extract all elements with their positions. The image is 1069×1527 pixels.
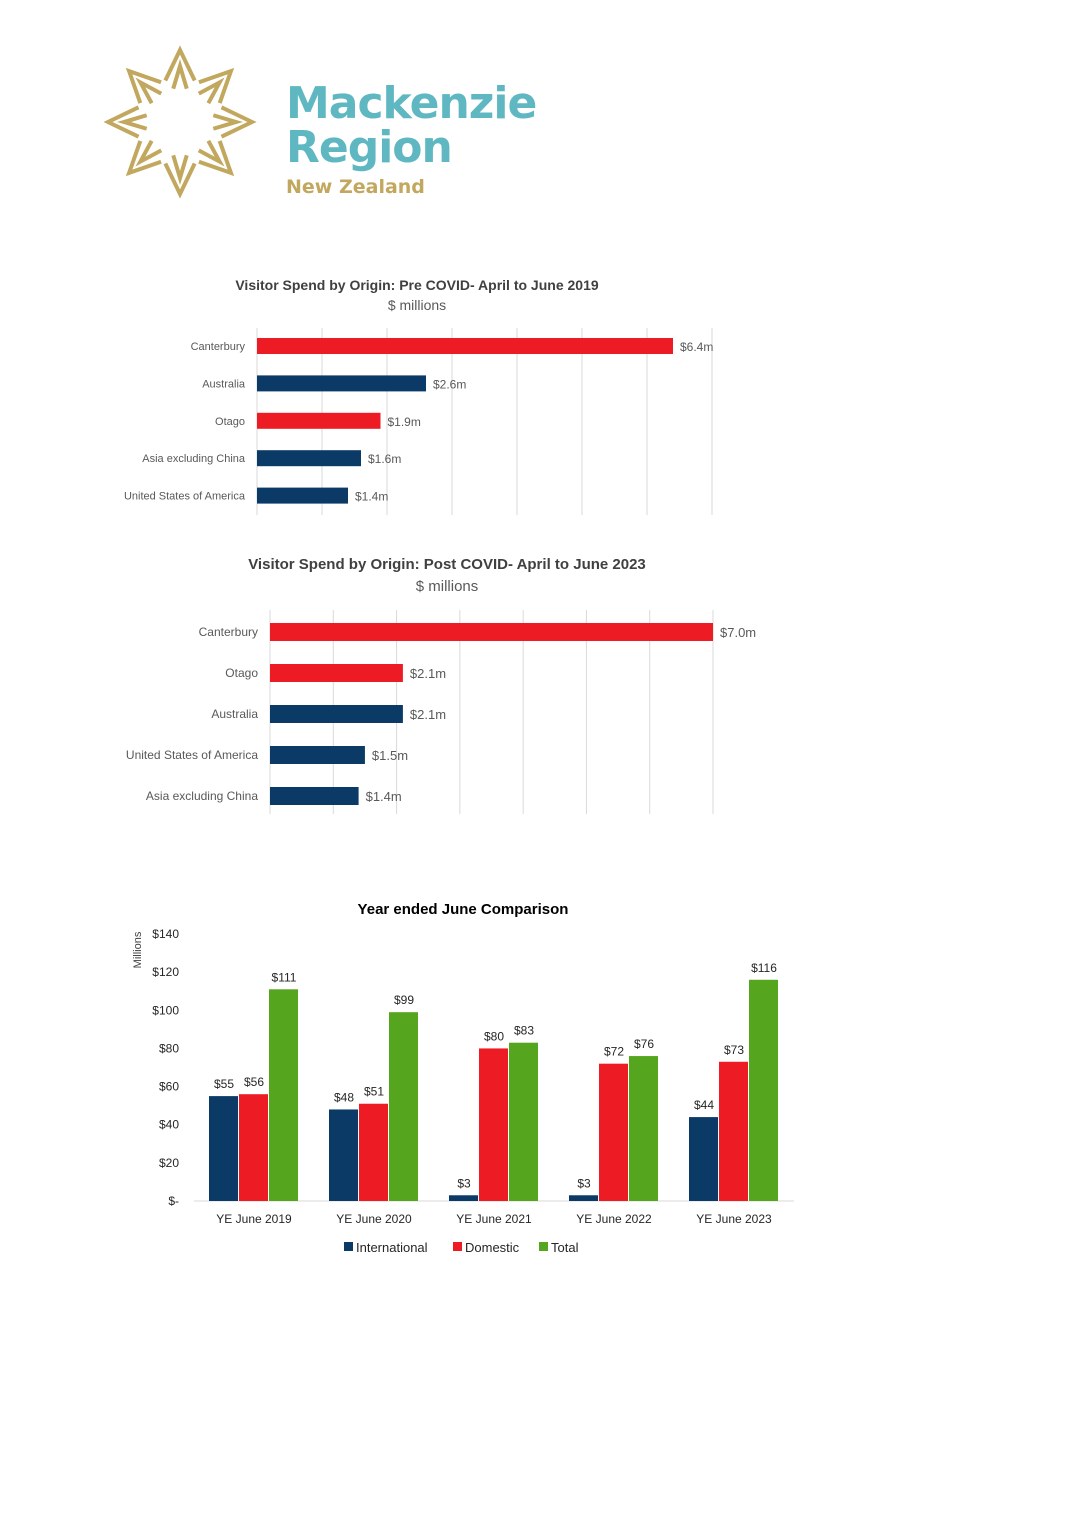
legend-swatch [539, 1242, 548, 1251]
data-label: $3 [457, 1176, 471, 1190]
data-label: $2.1m [410, 666, 446, 681]
chart-title: Visitor Spend by Origin: Pre COVID- Apri… [235, 277, 599, 293]
y-tick-label: $140 [152, 927, 179, 941]
y-axis-label: Millions [132, 931, 144, 968]
x-tick-label: YE June 2021 [456, 1212, 532, 1226]
data-label: $116 [751, 961, 777, 975]
legend-swatch [344, 1242, 353, 1251]
legend-label: Domestic [465, 1240, 520, 1255]
x-tick-label: YE June 2019 [216, 1212, 292, 1226]
category-label: United States of America [126, 748, 258, 762]
logo-line-2: Region [286, 122, 453, 173]
category-label: Asia excluding China [146, 789, 258, 803]
bar [599, 1063, 628, 1201]
y-tick-label: $120 [152, 965, 179, 979]
category-label: Canterbury [199, 625, 258, 639]
data-label: $2.1m [410, 707, 446, 722]
y-tick-label: $100 [152, 1003, 179, 1017]
data-label: $6.4m [680, 340, 713, 354]
x-tick-label: YE June 2022 [576, 1212, 652, 1226]
star-logo-icon [103, 45, 257, 199]
bar [329, 1109, 358, 1201]
data-label: $73 [724, 1043, 744, 1057]
bar [749, 979, 778, 1201]
data-label: $80 [484, 1029, 504, 1043]
bar [689, 1117, 718, 1201]
y-tick-label: $- [168, 1194, 179, 1208]
bar [449, 1195, 478, 1201]
logo-line-1: Mackenzie [286, 78, 537, 129]
bar [270, 746, 365, 764]
category-label: Australia [211, 707, 258, 721]
data-label: $51 [364, 1085, 384, 1099]
x-tick-label: YE June 2023 [696, 1212, 772, 1226]
data-label: $72 [604, 1045, 624, 1059]
data-label: $3 [577, 1176, 591, 1190]
legend-label: International [356, 1240, 428, 1255]
category-label: Canterbury [191, 341, 246, 353]
bar [239, 1094, 268, 1201]
data-label: $44 [694, 1098, 714, 1112]
legend-label: Total [551, 1240, 579, 1255]
bar [479, 1048, 508, 1201]
bar [269, 989, 298, 1201]
data-label: $1.6m [368, 452, 401, 466]
data-label: $2.6m [433, 377, 466, 391]
logo-line-3: New Zealand [286, 176, 425, 198]
data-label: $1.4m [366, 789, 402, 804]
bar [569, 1195, 598, 1201]
bar [257, 338, 673, 354]
data-label: $111 [272, 970, 297, 984]
data-label: $76 [634, 1037, 654, 1051]
data-label: $56 [244, 1075, 264, 1089]
y-tick-label: $40 [159, 1118, 179, 1132]
bar [359, 1103, 388, 1201]
data-label: $1.4m [355, 490, 388, 504]
legend-swatch [453, 1242, 462, 1251]
chart-pre-covid: Visitor Spend by Origin: Pre COVID- Apri… [124, 277, 713, 515]
bar [257, 450, 361, 467]
category-label: Otago [225, 666, 258, 680]
data-label: $55 [214, 1077, 234, 1091]
chart-subtitle: $ millions [416, 578, 479, 595]
bar [257, 487, 348, 504]
brand-logo [103, 44, 512, 204]
chart-subtitle: $ millions [388, 297, 446, 313]
data-label: $1.5m [372, 748, 408, 763]
y-tick-label: $20 [159, 1156, 179, 1170]
bar [719, 1061, 748, 1201]
bar [509, 1042, 538, 1201]
data-label: $1.9m [388, 415, 421, 429]
x-tick-label: YE June 2020 [336, 1212, 412, 1226]
y-tick-label: $60 [159, 1080, 179, 1094]
bar [270, 705, 403, 723]
chart-title: Visitor Spend by Origin: Post COVID- Apr… [248, 556, 646, 573]
data-label: $7.0m [720, 625, 756, 640]
bar [209, 1096, 238, 1201]
chart-title: Year ended June Comparison [358, 901, 569, 918]
chart-year-comparison: Year ended June Comparison Millions $- $2… [132, 901, 794, 1255]
bar [389, 1012, 418, 1201]
bar [257, 412, 381, 429]
category-label: Otago [215, 416, 245, 428]
bar [270, 623, 713, 641]
category-label: Australia [202, 378, 246, 390]
chart-post-covid: Visitor Spend by Origin: Post COVID- Apr… [126, 556, 756, 814]
data-label: $83 [514, 1024, 534, 1038]
category-label: Asia excluding China [142, 453, 246, 465]
category-label: United States of America [124, 491, 246, 503]
data-label: $99 [394, 993, 414, 1007]
bar [257, 375, 426, 392]
bar [270, 787, 359, 805]
data-label: $48 [334, 1090, 354, 1104]
bar [270, 664, 403, 682]
bar [629, 1056, 658, 1201]
y-tick-label: $80 [159, 1041, 179, 1055]
